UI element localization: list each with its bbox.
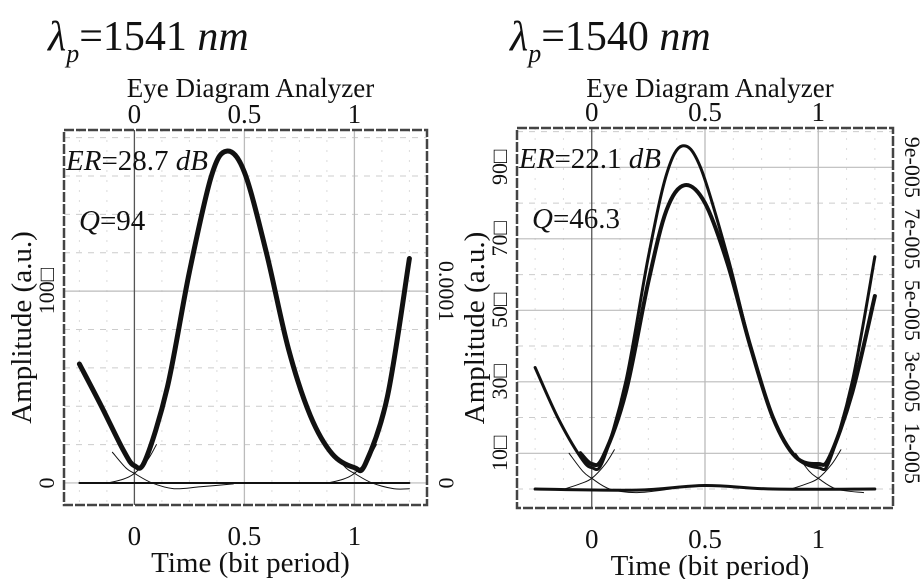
eye-trace-6 [790, 449, 842, 490]
y-tick-label: 90□ [487, 150, 512, 185]
right-tick-label: 5e-005 [900, 280, 920, 341]
annotation-unit: dB [176, 145, 209, 177]
title-subscript: p [64, 39, 79, 68]
eye-trace-1 [533, 144, 877, 472]
annotation-symbol: ER [518, 143, 555, 175]
y-axis-label: Amplitude (a.u.) [459, 232, 491, 424]
q-factor-annotation: Q=46.3 [532, 203, 620, 235]
y-tick-label: 10□ [487, 436, 512, 471]
top-tick-label: 0 [585, 97, 599, 127]
title-value: =1541 [79, 14, 197, 60]
annotation-unit: dB [629, 143, 662, 175]
title-lambda: λ [508, 14, 528, 60]
top-tick-label: 0.5 [228, 99, 262, 129]
panel-title: λp=1540 nm [508, 14, 711, 68]
x-tick-label: 0 [128, 521, 142, 551]
annotation-value: =94 [100, 205, 146, 237]
annotation-value: =46.3 [553, 203, 620, 235]
top-tick-label: 0.5 [688, 97, 722, 127]
right-tick-label: 0.0001 [434, 261, 459, 322]
annotation-symbol: Q [79, 205, 100, 237]
top-tick-label: 1 [812, 97, 826, 127]
annotation-symbol: Q [532, 203, 553, 235]
q-factor-annotation: Q=94 [79, 205, 146, 237]
x-axis-label: Time (bit period) [611, 550, 810, 579]
annotation-symbol: ER [65, 145, 102, 177]
title-unit: nm [659, 14, 710, 60]
right-tick-label: 9e-005 [900, 137, 920, 198]
annotation-value: =22.1 [554, 143, 628, 175]
eye-trace-3 [564, 449, 615, 490]
right-tick-label: 0 [434, 477, 459, 488]
eye-trace-7 [533, 483, 877, 492]
title-unit: nm [197, 14, 248, 60]
x-tick-label: 0.5 [228, 521, 262, 551]
right-tick-label: 1e-005 [900, 423, 920, 484]
plot-frame [62, 128, 429, 507]
plot-frame [515, 126, 895, 510]
panel-subtitle: Eye Diagram Analyzer [127, 73, 374, 103]
panel-title: λp=1541 nm [46, 14, 249, 68]
panel-subtitle: Eye Diagram Analyzer [586, 73, 833, 103]
extinction-ratio-annotation: ER=28.7 dB [65, 145, 208, 177]
extinction-ratio-annotation: ER=22.1 dB [518, 143, 661, 175]
y-axis-label: Amplitude (a.u.) [6, 231, 38, 423]
right-tick-label: 3e-005 [900, 351, 920, 412]
title-value: =1540 [541, 14, 659, 60]
eye-trace-5 [327, 444, 377, 484]
eye-trace-4 [568, 452, 672, 494]
title-subscript: p [526, 39, 541, 68]
title-lambda: λ [46, 14, 66, 60]
y-tick-label: 0 [34, 477, 59, 488]
x-axis-label: Time (bit period) [151, 547, 350, 579]
annotation-value: =28.7 [101, 145, 175, 177]
top-tick-label: 1 [348, 99, 362, 129]
x-tick-label: 1 [348, 521, 362, 551]
y-tick-label: 50□ [487, 293, 512, 328]
right-tick-label: 7e-005 [900, 208, 920, 269]
eye-trace-2 [578, 183, 877, 468]
grid [517, 128, 893, 508]
y-tick-label: 100□ [34, 268, 59, 314]
y-tick-label: 70□ [487, 221, 512, 256]
x-tick-label: 1 [812, 524, 826, 554]
y-tick-label: 30□ [487, 364, 512, 399]
x-tick-label: 0 [585, 524, 599, 554]
x-tick-label: 0.5 [688, 524, 722, 554]
eye-trace-4 [331, 451, 410, 490]
top-tick-label: 0 [128, 99, 142, 129]
